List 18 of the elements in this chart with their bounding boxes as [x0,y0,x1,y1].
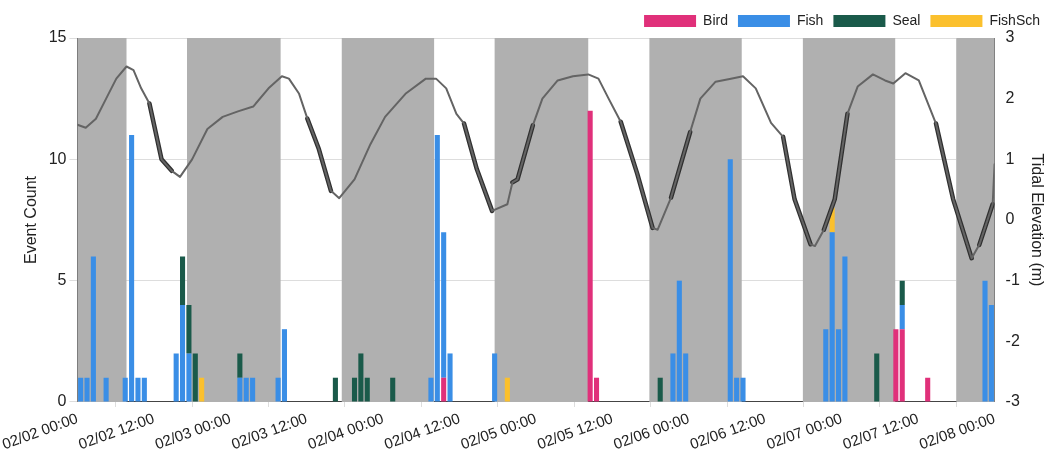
y-tick-label: 15 [48,28,67,46]
legend-label: Fish [796,11,824,28]
y2-tick-label: -2 [1005,331,1020,349]
y2-tick-label: 0 [1005,210,1015,228]
y-tick-label: 5 [57,271,67,289]
legend-label: Seal [892,11,921,28]
y-tick-label: 10 [48,149,67,167]
y-axis-title: Event Count [22,175,40,265]
y-tick-label: 0 [57,392,67,410]
y2-tick-label: 1 [1005,149,1015,167]
y2-axis-title: Tidal Elevation (m) [1028,153,1046,287]
legend-label: FishSch [989,11,1041,28]
x-tick-label: 02/02 00:00 [0,409,80,453]
y2-tick-label: -1 [1005,271,1020,289]
y2-tick-label: 2 [1005,89,1015,107]
legend-label: Bird [703,11,728,28]
y2-tick-label: 3 [1005,28,1015,46]
y2-tick-label: -3 [1005,392,1020,410]
